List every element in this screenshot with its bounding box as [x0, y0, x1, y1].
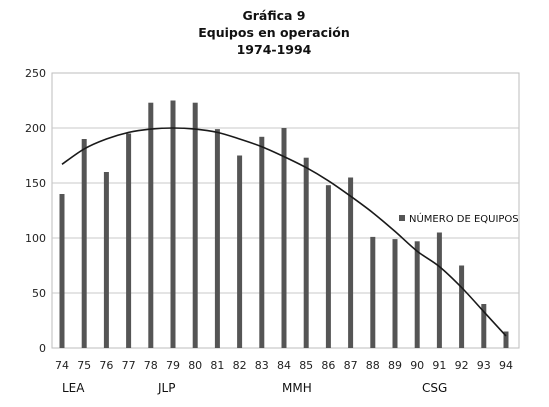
bar-90 [414, 241, 420, 348]
x-tick-label-86: 86 [321, 359, 335, 372]
bar-80 [192, 102, 198, 348]
bar-84 [281, 128, 287, 348]
chart-title-line-2: Equipos en operación [198, 25, 350, 40]
bar-79 [170, 100, 176, 348]
bar-86 [325, 185, 331, 348]
bar-74 [59, 194, 65, 348]
bar-91 [436, 232, 442, 348]
x-tick-label-92: 92 [455, 359, 469, 372]
x-tick-label-90: 90 [410, 359, 424, 372]
bar-94 [503, 331, 509, 348]
bar-76 [103, 172, 109, 348]
chart-title: Gráfica 9 Equipos en operación 1974-1994 [198, 8, 350, 57]
period-labels: LEA JLP MMH CSG [62, 381, 447, 395]
bar-83 [259, 136, 265, 348]
y-tick-label-200: 200 [25, 122, 46, 135]
period-label-mmh: MMH [282, 381, 312, 395]
bar-77 [126, 133, 132, 348]
chart-title-line-1: Gráfica 9 [242, 8, 305, 23]
x-axis-ticks: 74 75 76 77 78 79 80 81 82 83 84 85 86 87 88 89 90 91 92 93… [55, 359, 513, 372]
period-label-jlp: JLP [157, 381, 175, 395]
y-tick-label-0: 0 [39, 342, 46, 355]
x-tick-label-87: 87 [344, 359, 358, 372]
x-tick-label-76: 76 [99, 359, 113, 372]
legend-label: NÚMERO DE EQUIPOS [409, 212, 519, 225]
chart-title-line-3: 1974-1994 [237, 42, 312, 57]
x-tick-label-93: 93 [477, 359, 491, 372]
period-label-lea: LEA [62, 381, 85, 395]
bar-93 [481, 304, 487, 348]
bar-81 [214, 129, 220, 348]
period-label-csg: CSG [422, 381, 447, 395]
x-tick-label-85: 85 [299, 359, 313, 372]
bar-75 [81, 139, 87, 348]
trendline [61, 127, 507, 337]
x-tick-label-82: 82 [233, 359, 247, 372]
x-tick-label-77: 77 [122, 359, 136, 372]
x-tick-label-80: 80 [188, 359, 202, 372]
trendline-group [61, 127, 507, 337]
y-tick-label-150: 150 [25, 177, 46, 190]
x-tick-label-74: 74 [55, 359, 69, 372]
y-tick-label-50: 50 [32, 287, 46, 300]
bar-78 [148, 102, 154, 348]
legend: NÚMERO DE EQUIPOS [399, 212, 519, 225]
bar-82 [237, 155, 243, 348]
x-tick-label-88: 88 [366, 359, 380, 372]
x-tick-label-91: 91 [432, 359, 446, 372]
x-tick-label-75: 75 [77, 359, 91, 372]
x-tick-label-79: 79 [166, 359, 180, 372]
bar-85 [303, 157, 309, 348]
x-tick-label-84: 84 [277, 359, 291, 372]
legend-swatch [399, 215, 405, 221]
x-tick-label-94: 94 [499, 359, 513, 372]
bar-92 [459, 265, 465, 348]
bar-87 [348, 177, 354, 348]
y-tick-label-250: 250 [25, 67, 46, 80]
bars [59, 100, 509, 348]
y-tick-label-100: 100 [25, 232, 46, 245]
x-tick-label-89: 89 [388, 359, 402, 372]
bar-89 [392, 239, 398, 348]
bar-88 [370, 236, 376, 348]
x-tick-label-81: 81 [210, 359, 224, 372]
x-tick-label-83: 83 [255, 359, 269, 372]
y-axis-ticks: 0 50 100 150 200 250 [25, 67, 46, 355]
x-tick-label-78: 78 [144, 359, 158, 372]
